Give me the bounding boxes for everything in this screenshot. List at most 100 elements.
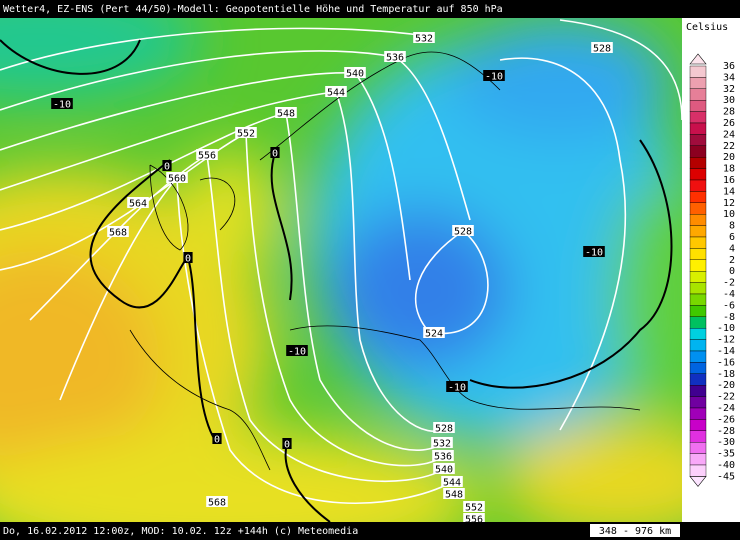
legend-swatch [689,385,707,397]
contour-label: 536 [434,452,452,463]
legend-tick-label: 26 [723,118,735,129]
legend-swatch [689,396,707,409]
legend-tick-label: 32 [723,84,735,95]
contour-label-box [270,147,280,158]
legend-swatch [689,453,707,466]
legend-swatch [689,293,707,306]
contour-label-box [583,246,605,257]
contour-label-box [206,496,228,507]
legend-swatch [689,430,707,443]
legend-tick-label: 8 [729,221,735,232]
footer-bar [0,522,740,540]
contour-label: 564 [129,199,147,210]
contour-label-box [483,70,505,81]
scale-box [590,524,680,537]
legend-swatch [689,213,707,226]
header-bar [0,0,740,18]
footer-text: Do, 16.02.2012 12:00z, MOD: 10.02. 12z +… [3,526,358,537]
contour-label: 552 [465,503,483,514]
legend-swatch [689,339,707,352]
contour-label-box [212,433,222,444]
legend-swatch [689,225,707,238]
legend-swatch [689,88,707,101]
contour-label: -10 [53,100,71,111]
contour-label: 568 [208,498,226,509]
legend-tick-label: 20 [723,152,735,163]
legend-tick-label: -28 [717,426,735,437]
contour-label-box [423,327,445,338]
legend-tick-label: 6 [729,232,735,243]
legend-swatch [689,145,707,158]
contour-label: 0 [214,435,220,446]
legend-swatch [689,271,707,283]
legend-swatch [689,259,707,272]
legend-tick-label: 24 [723,129,735,140]
legend-swatch [689,168,707,181]
legend-tick-label: -24 [717,403,735,414]
legend-tick-label: -26 [717,414,735,425]
legend-tick-label: -16 [717,357,735,368]
legend-swatch [689,191,707,203]
contour-label-box [431,437,453,448]
legend-tick-label: -4 [723,289,735,300]
legend-tick-label: 16 [723,175,735,186]
legend-swatch [689,362,707,374]
contour-label-box [432,450,454,461]
legend-swatch [689,134,707,146]
contour-label-box [441,476,463,487]
legend-tick-label: -22 [717,392,735,403]
legend-swatch [689,316,707,329]
legend-swatch [689,442,707,454]
legend-tick-label: 2 [729,255,735,266]
contour-label-box [452,225,474,236]
contour-label: -10 [485,72,503,83]
contour-label: -10 [288,347,306,358]
contour-label-box [162,160,172,171]
legend-swatch [689,65,707,78]
legend-swatch [689,236,707,249]
legend-swatch [689,99,707,112]
legend-tick-label: -35 [717,449,735,460]
contour-label: 560 [168,174,186,185]
contour-label: -10 [585,248,603,259]
legend-tick-label: 30 [723,95,735,106]
contour-label-box [51,98,73,109]
contour-label: 532 [433,439,451,450]
contour-label-box [282,438,292,449]
contour-label-box [275,107,297,118]
contour-label: 556 [198,151,216,162]
contour-label-box [127,197,149,208]
legend-swatch [689,464,707,477]
contour-label: 536 [386,53,404,64]
contour-label: 556 [465,515,483,526]
legend-swatch [689,305,707,317]
contour-label-box [183,252,193,263]
legend-tick-label: 28 [723,107,735,118]
contour-label-box [443,488,465,499]
header-title: Wetter4, EZ-ENS (Pert 44/50)-Modell: Geo… [3,4,503,15]
legend-swatch [689,328,707,340]
legend-tick-label: -12 [717,335,735,346]
contour-label: 524 [425,329,443,340]
legend-top-arrow [689,53,707,65]
legend-bottom-arrow [689,476,707,487]
contour-label-box [286,345,308,356]
contour-label-box [463,501,485,512]
legend-tick-label: -40 [717,460,735,471]
legend-tick-label: 34 [723,72,735,83]
contour-label: 568 [109,228,127,239]
legend-scale: 363432302826242220181614121086420-2-4-6-… [689,61,735,487]
contour-label: 552 [237,129,255,140]
contour-label: 528 [593,44,611,55]
legend-tick-label: 12 [723,198,735,209]
contour-label: 548 [277,109,295,120]
legend-tick-label: 18 [723,164,735,175]
legend-tick-label: -10 [717,323,735,334]
legend-tick-label: 10 [723,209,735,220]
contour-label: 528 [454,227,472,238]
legend-tick-label: -6 [723,300,735,311]
contour-label: 544 [443,478,461,489]
legend-tick-label: 0 [729,266,735,277]
